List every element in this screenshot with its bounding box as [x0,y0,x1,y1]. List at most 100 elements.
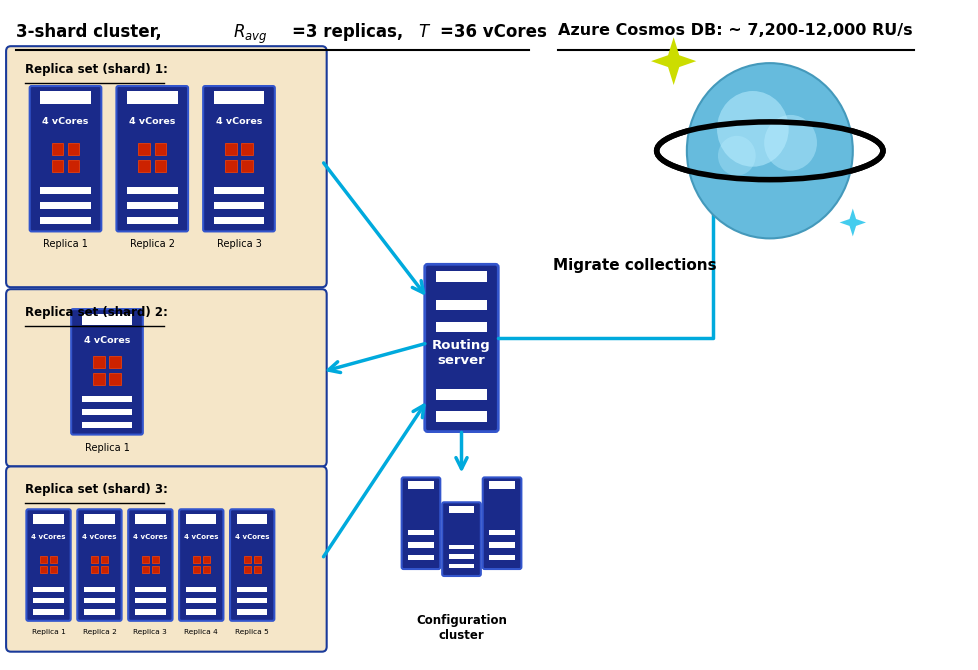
Bar [93,356,105,368]
Bar [225,160,237,172]
Text: 4 vCores: 4 vCores [31,534,66,540]
FancyBboxPatch shape [6,466,327,652]
Bar [91,556,98,563]
Bar [408,555,433,560]
Bar [449,507,473,513]
Bar [408,542,433,548]
Text: Replica 3: Replica 3 [216,239,261,249]
Bar [435,322,486,332]
Bar [435,299,486,310]
Text: Replica 3: Replica 3 [133,628,167,634]
Bar [237,587,267,592]
Bar [101,566,108,574]
Bar [213,202,264,209]
Bar [33,587,64,592]
Text: 4 vCores: 4 vCores [215,117,262,127]
FancyBboxPatch shape [203,86,275,231]
Circle shape [687,63,852,239]
Text: Replica set (shard) 2:: Replica set (shard) 2: [24,306,167,319]
FancyBboxPatch shape [116,86,188,231]
Circle shape [716,91,788,167]
Bar [40,187,91,194]
FancyBboxPatch shape [26,509,70,621]
Circle shape [764,115,816,171]
Bar [40,556,47,563]
Bar [237,609,267,614]
Text: Replica 2: Replica 2 [82,628,116,634]
Polygon shape [839,208,866,237]
Bar [202,556,209,563]
Bar [40,217,91,224]
Bar [186,609,216,614]
FancyBboxPatch shape [442,502,480,576]
Bar [225,143,237,155]
Bar [489,555,514,560]
Text: Migrate collections: Migrate collections [553,258,716,273]
Bar [135,587,165,592]
Bar [110,356,121,368]
Bar [435,271,486,282]
Bar [135,598,165,603]
Bar [142,566,149,574]
Text: Routing
server: Routing server [431,339,490,367]
Bar [138,143,150,155]
Bar [33,598,64,603]
Bar [40,91,91,104]
Bar [52,160,63,172]
Bar [237,515,267,524]
Bar [81,314,132,325]
Bar [81,409,132,415]
Bar [193,566,200,574]
Text: 4 vCores: 4 vCores [235,534,269,540]
Bar [33,609,64,614]
Bar [449,554,473,559]
Bar [40,202,91,209]
Text: Azure Cosmos DB: ~ 7,200-12,000 RU/s: Azure Cosmos DB: ~ 7,200-12,000 RU/s [557,23,911,38]
Bar [50,556,57,563]
Text: Replica 2: Replica 2 [130,239,174,249]
FancyBboxPatch shape [6,46,327,287]
Text: 4 vCores: 4 vCores [84,336,130,345]
Bar [435,389,486,400]
Bar [81,396,132,402]
Bar [155,143,166,155]
FancyBboxPatch shape [230,509,274,621]
Polygon shape [650,38,695,85]
Bar [213,187,264,194]
Bar [110,373,121,385]
Text: 3-shard cluster,: 3-shard cluster, [16,23,167,42]
Text: Configuration
cluster: Configuration cluster [416,614,507,642]
Bar [40,566,47,574]
Bar [135,515,165,524]
Text: Replica 1: Replica 1 [43,239,88,249]
FancyBboxPatch shape [6,289,327,466]
Bar [244,556,250,563]
Bar [244,566,250,574]
Text: =36 vCores: =36 vCores [439,23,546,42]
Bar [253,556,260,563]
Bar [81,421,132,427]
Bar [155,160,166,172]
Text: 4 vCores: 4 vCores [184,534,218,540]
Bar [186,598,216,603]
Text: 4 vCores: 4 vCores [133,534,167,540]
Bar [435,411,486,421]
Text: Replica 5: Replica 5 [235,628,269,634]
Bar [213,217,264,224]
Bar [202,566,209,574]
Bar [67,160,79,172]
Bar [237,598,267,603]
Bar [50,566,57,574]
Bar [152,566,158,574]
FancyBboxPatch shape [424,264,498,431]
Text: 4 vCores: 4 vCores [82,534,116,540]
Bar [449,564,473,568]
Text: $R_{avg}$: $R_{avg}$ [233,23,268,46]
FancyBboxPatch shape [71,309,143,435]
Bar [213,91,264,104]
FancyBboxPatch shape [401,478,440,569]
Bar [489,542,514,548]
Bar [84,515,114,524]
Bar [84,598,114,603]
Text: =3 replicas,: =3 replicas, [291,23,409,42]
